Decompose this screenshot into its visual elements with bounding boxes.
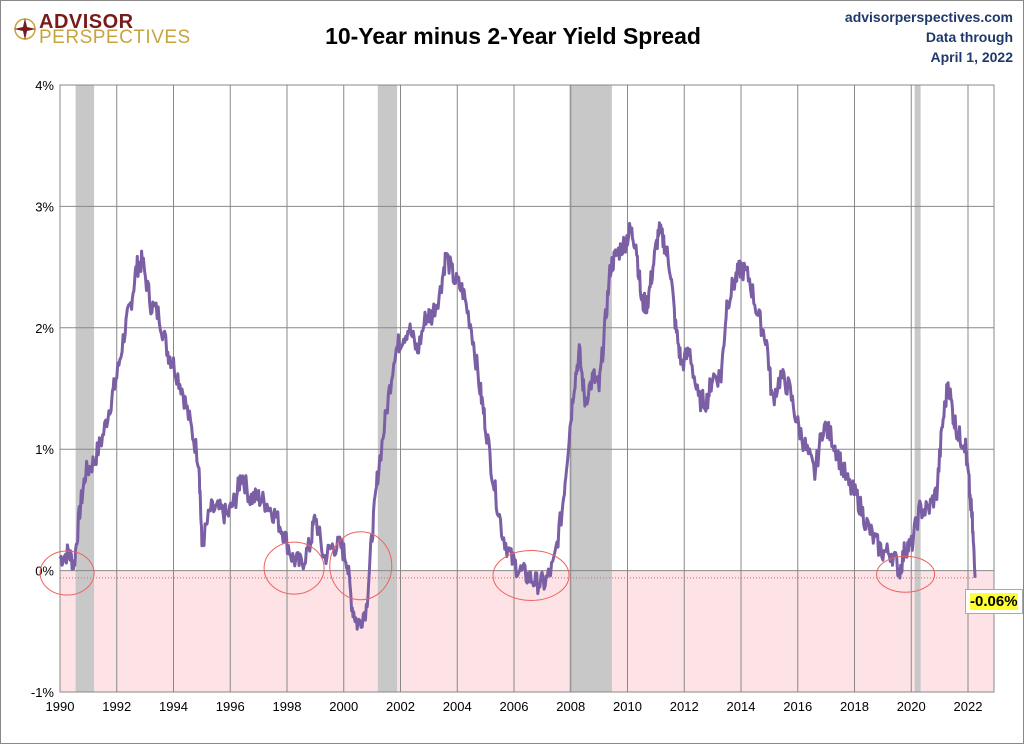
x-tick-label: 2000 [329,699,358,714]
x-tick-label: 2008 [556,699,585,714]
x-tick-label: 1996 [216,699,245,714]
data-date: April 1, 2022 [930,49,1014,65]
x-tick-label: 1992 [102,699,131,714]
last-value-label: -0.06% [965,589,1023,614]
inversion-circle [876,555,936,593]
last-value-text: -0.06% [970,593,1018,610]
compass-logo-icon [14,18,36,40]
x-tick-label: 2012 [670,699,699,714]
recession-bar [914,85,921,692]
x-tick-label: 2002 [386,699,415,714]
y-tick-label: 3% [35,199,54,214]
inversion-circle [492,549,570,601]
x-tick-label: 2010 [613,699,642,714]
recession-bar [75,85,95,692]
logo-line1: ADVISOR [39,11,134,33]
spread-line [58,221,977,631]
x-tick-label: 2016 [783,699,812,714]
data-through-label: Data through [925,29,1013,45]
x-tick-label: 2018 [840,699,869,714]
y-tick-label: 1% [35,442,54,457]
x-tick-label: 2006 [500,699,529,714]
x-tick-label: 2004 [443,699,472,714]
y-tick-label: 4% [35,78,54,93]
source-url: advisorperspectives.com [844,9,1013,25]
x-tick-label: 2014 [727,699,756,714]
chart-title: 10-Year minus 2-Year Yield Spread [325,23,701,49]
y-tick-label: -1% [31,685,55,700]
inversion-circle [329,531,393,601]
y-tick-label: 0% [35,564,54,579]
x-tick-label: 1998 [273,699,302,714]
y-tick-label: 2% [35,321,54,336]
x-tick-label: 1990 [46,699,75,714]
inversion-circle [263,541,325,595]
logo-line2: PERSPECTIVES [39,27,191,48]
inversion-circle [39,550,95,596]
x-tick-label: 2020 [897,699,926,714]
negative-zone [60,570,994,692]
recession-bar [377,85,398,692]
source-block: advisorperspectives.com Data through Apr… [845,7,1013,67]
x-tick-label: 2022 [954,699,983,714]
x-tick-label: 1994 [159,699,188,714]
plot-border [59,84,995,693]
